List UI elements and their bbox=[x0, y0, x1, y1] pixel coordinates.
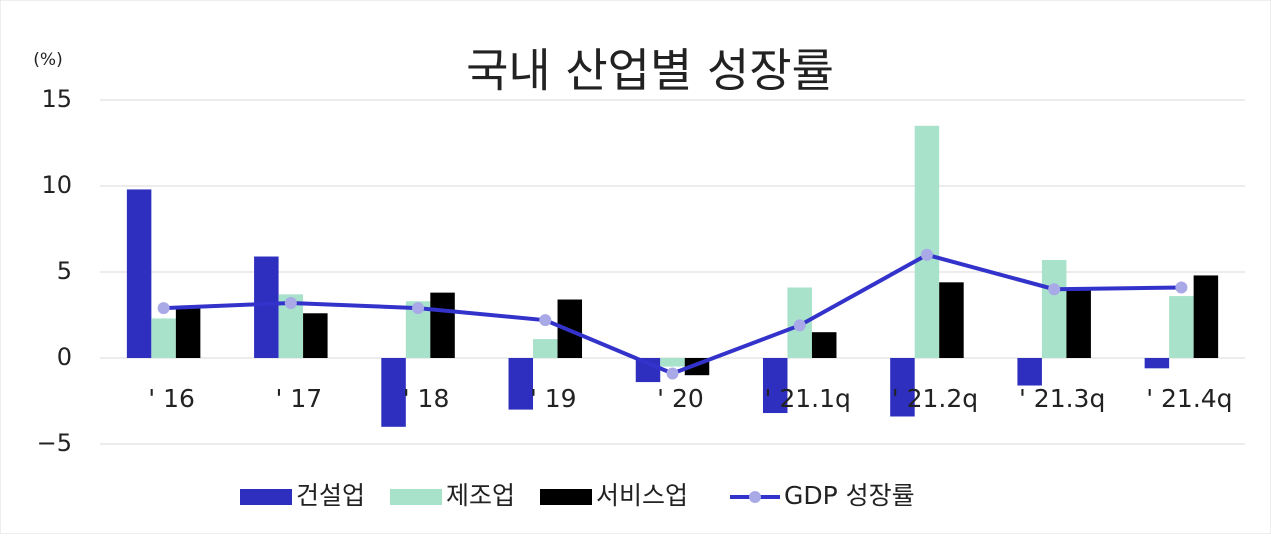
bar bbox=[762, 358, 788, 414]
legend-label: 건설업 bbox=[296, 481, 365, 510]
bar bbox=[151, 318, 176, 358]
bar bbox=[126, 189, 152, 358]
bar bbox=[1169, 296, 1194, 358]
line-marker bbox=[920, 248, 933, 261]
y-tick-label: −5 bbox=[37, 429, 72, 457]
x-tick-label: ' 20 bbox=[657, 384, 704, 413]
x-tick-label: ' 18 bbox=[403, 384, 450, 413]
line-marker bbox=[539, 314, 552, 327]
line-marker bbox=[284, 296, 297, 309]
legend-label: GDP 성장률 bbox=[784, 481, 915, 510]
x-tick-label: ' 21.3q bbox=[1019, 384, 1105, 413]
line-marker bbox=[666, 367, 679, 380]
bar bbox=[533, 339, 558, 358]
x-tick-label: ' 21.4q bbox=[1146, 384, 1232, 413]
legend-marker bbox=[749, 491, 761, 503]
bar bbox=[939, 282, 964, 358]
legend-label: 제조업 bbox=[446, 481, 515, 510]
legend-swatch bbox=[540, 489, 592, 505]
bar bbox=[1144, 358, 1170, 369]
y-unit: (%) bbox=[33, 50, 62, 70]
chart-title: 국내 산업별 성장률 bbox=[466, 44, 834, 98]
bar bbox=[303, 313, 328, 358]
bar bbox=[1017, 358, 1042, 386]
y-tick-label: 5 bbox=[57, 257, 72, 285]
x-tick-label: ' 17 bbox=[276, 384, 323, 413]
bar bbox=[914, 125, 940, 358]
line-marker bbox=[157, 302, 170, 315]
y-tick-label: 0 bbox=[57, 343, 72, 371]
line-marker bbox=[412, 302, 425, 315]
legend-label: 서비스업 bbox=[596, 481, 688, 510]
x-tick-label: ' 21.2q bbox=[892, 384, 978, 413]
bar bbox=[175, 308, 201, 358]
x-tick-label: ' 19 bbox=[530, 384, 577, 413]
line-marker bbox=[793, 319, 806, 332]
bar bbox=[1066, 289, 1091, 358]
bar bbox=[430, 292, 455, 358]
y-tick-label: 10 bbox=[41, 171, 72, 199]
legend-swatch bbox=[390, 489, 442, 505]
y-tick-label: 15 bbox=[41, 85, 72, 113]
line-marker bbox=[1175, 281, 1188, 294]
x-tick-label: ' 21.1q bbox=[765, 384, 851, 413]
bar bbox=[381, 358, 406, 427]
bar bbox=[1041, 259, 1067, 358]
bar bbox=[811, 332, 837, 358]
legend-swatch bbox=[240, 489, 292, 505]
bar bbox=[660, 358, 685, 367]
bar bbox=[890, 358, 915, 417]
x-tick-label: ' 16 bbox=[148, 384, 195, 413]
line-marker bbox=[1048, 283, 1061, 296]
bar bbox=[254, 256, 279, 358]
bar bbox=[508, 358, 534, 410]
bar bbox=[1193, 275, 1219, 358]
